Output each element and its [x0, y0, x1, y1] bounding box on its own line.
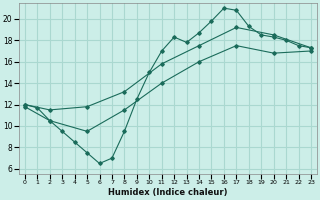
X-axis label: Humidex (Indice chaleur): Humidex (Indice chaleur): [108, 188, 228, 197]
